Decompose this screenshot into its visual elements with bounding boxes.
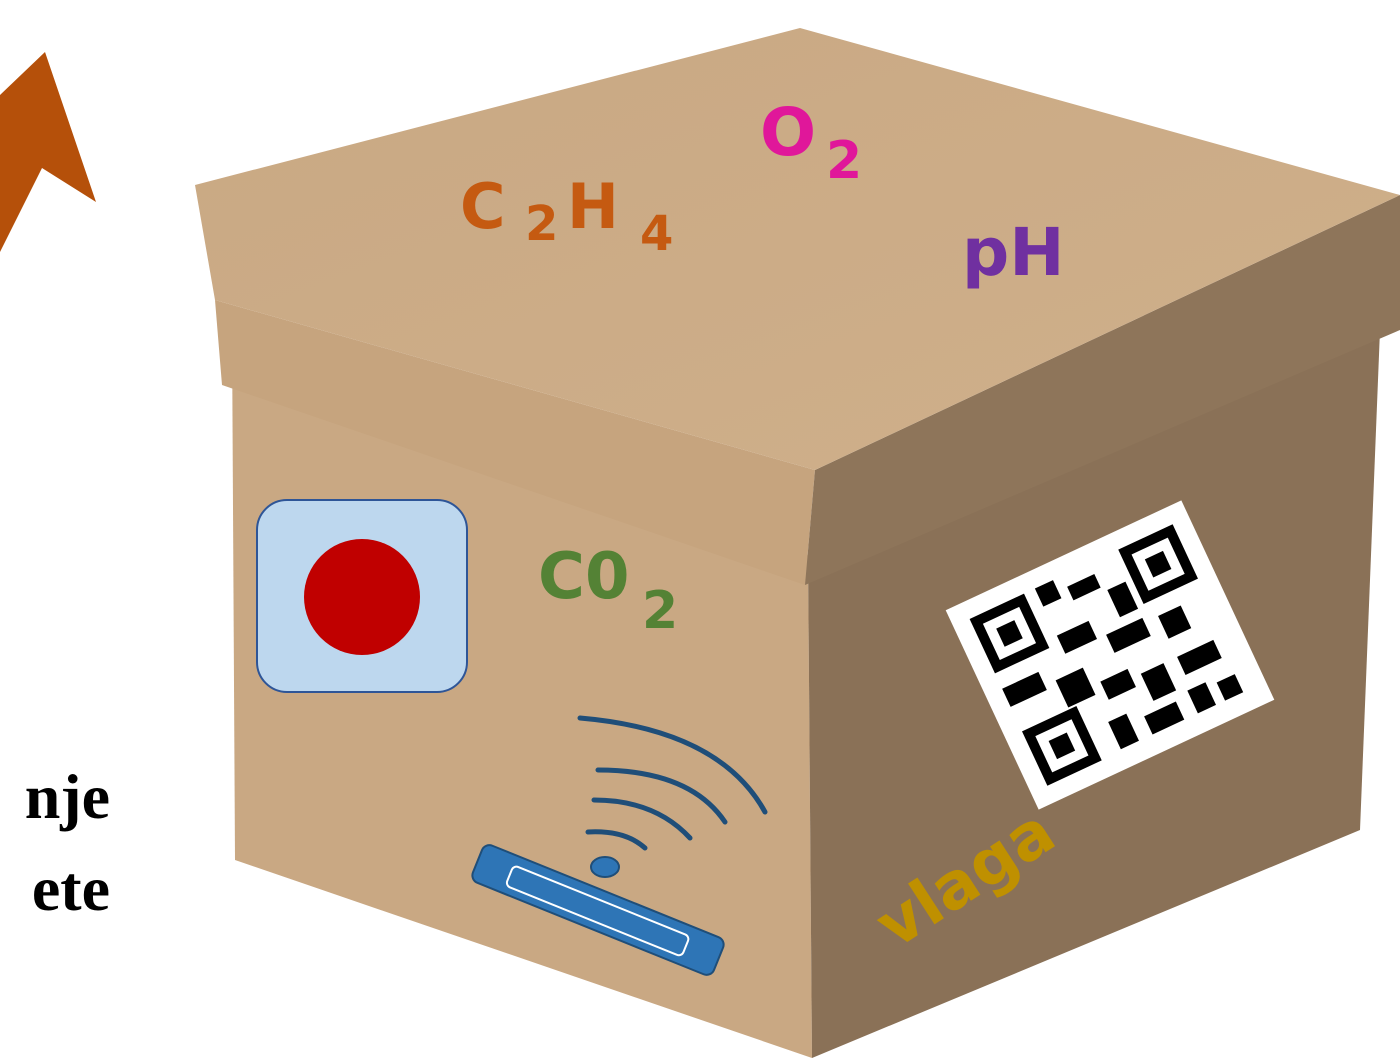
ph-label: pH — [962, 214, 1064, 291]
left-text: ete — [32, 853, 110, 924]
left-text: nje — [25, 761, 110, 832]
arrow — [0, 52, 96, 252]
illustration: C 2 H 4 O 2 pH C0 2 vlaga nje ete — [0, 0, 1400, 1058]
rfid-dot — [591, 857, 619, 877]
indicator-dot — [304, 539, 420, 655]
